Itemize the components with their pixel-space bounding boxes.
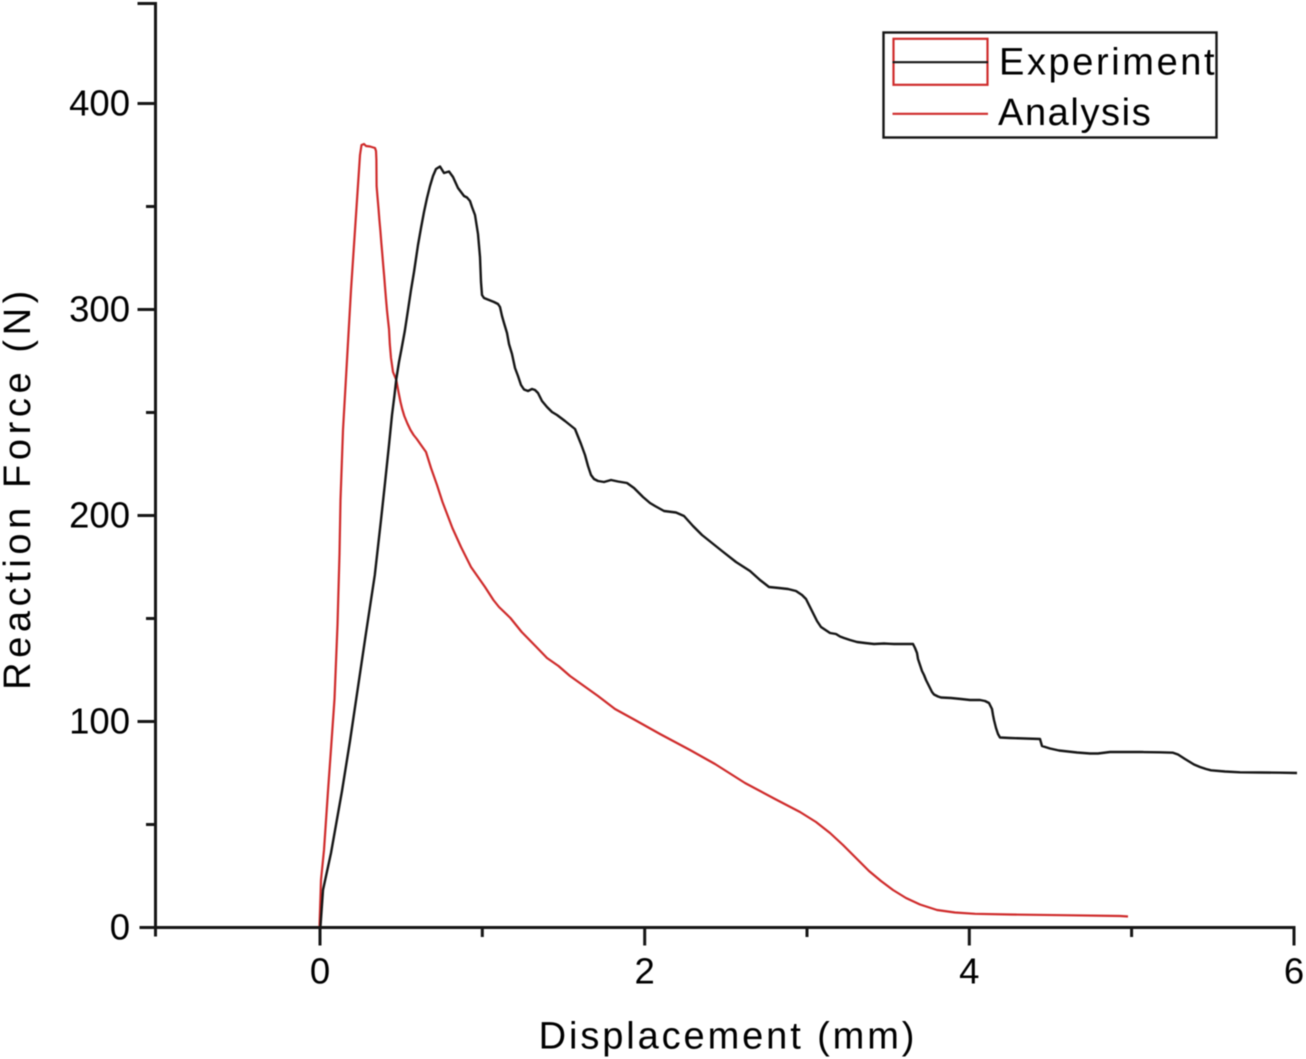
svg-text:2: 2 bbox=[635, 951, 655, 992]
svg-text:400: 400 bbox=[69, 83, 130, 124]
svg-text:100: 100 bbox=[69, 701, 130, 742]
svg-text:6: 6 bbox=[1284, 951, 1304, 992]
svg-text:0: 0 bbox=[110, 907, 130, 948]
svg-text:Analysis: Analysis bbox=[998, 92, 1152, 134]
svg-text:Reaction Force (N): Reaction Force (N) bbox=[0, 286, 39, 690]
svg-text:4: 4 bbox=[959, 951, 979, 992]
svg-text:300: 300 bbox=[69, 289, 130, 330]
svg-text:Displacement (mm): Displacement (mm) bbox=[539, 1016, 918, 1058]
svg-text:0: 0 bbox=[310, 951, 330, 992]
svg-text:Experiment: Experiment bbox=[999, 42, 1217, 84]
svg-text:200: 200 bbox=[69, 495, 130, 536]
